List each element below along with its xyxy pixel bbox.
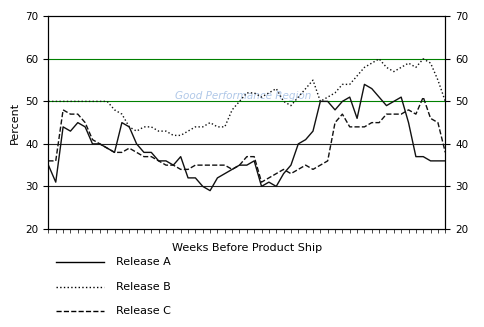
Release C — [420, 95, 426, 99]
Line: Release A: Release A — [48, 84, 445, 191]
Release B — [141, 125, 147, 129]
Text: Release C: Release C — [116, 306, 171, 317]
Release B — [442, 99, 448, 103]
Release A — [362, 82, 367, 86]
X-axis label: Weeks Before Product Ship: Weeks Before Product Ship — [172, 243, 322, 253]
Release C — [442, 150, 448, 154]
Release C — [406, 108, 411, 112]
Release B — [376, 57, 382, 61]
Release B — [90, 99, 95, 103]
Release B — [200, 125, 206, 129]
Release C — [435, 121, 441, 125]
Release B — [119, 112, 125, 116]
Y-axis label: Percent: Percent — [10, 102, 20, 144]
Text: Release A: Release A — [116, 257, 171, 267]
Release C — [193, 163, 198, 167]
Release A — [207, 189, 213, 193]
Release C — [45, 159, 51, 163]
Release C — [258, 180, 264, 184]
Text: Good Performance Region: Good Performance Region — [175, 91, 311, 101]
Line: Release C: Release C — [48, 97, 445, 182]
Release A — [90, 142, 95, 146]
Release A — [45, 163, 51, 167]
Release B — [413, 65, 419, 69]
Release A — [413, 155, 419, 159]
Release A — [119, 121, 125, 125]
Release C — [119, 150, 125, 154]
Release B — [45, 99, 51, 103]
Release A — [442, 159, 448, 163]
Release A — [141, 150, 147, 154]
Release C — [141, 155, 147, 159]
Release C — [90, 138, 95, 142]
Release A — [435, 159, 441, 163]
Release B — [435, 78, 441, 82]
Line: Release B: Release B — [48, 59, 445, 135]
Text: Release B: Release B — [116, 282, 171, 292]
Release A — [193, 176, 198, 180]
Release B — [170, 133, 176, 137]
